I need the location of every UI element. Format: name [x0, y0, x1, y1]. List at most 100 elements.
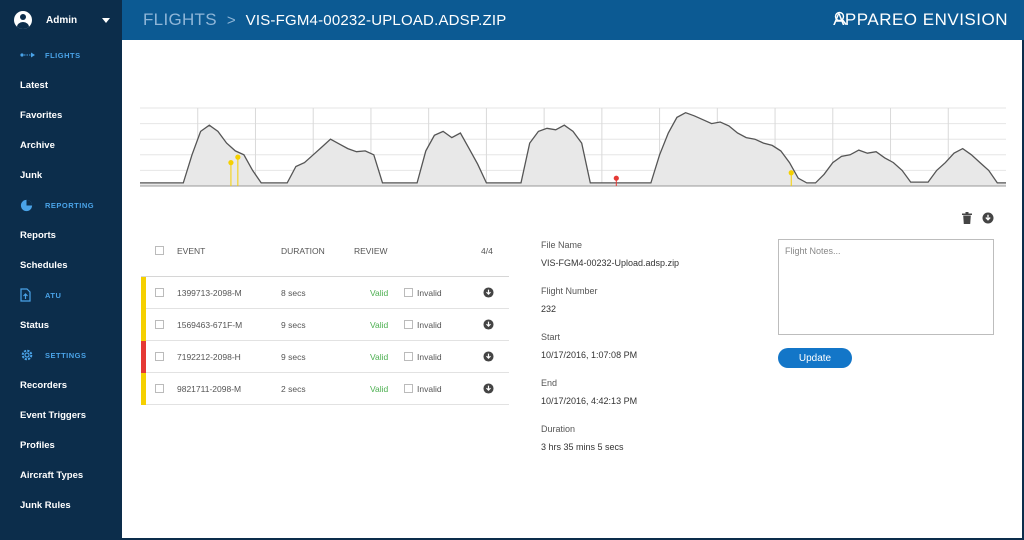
- section-reporting: REPORTING: [0, 190, 122, 220]
- flight-path-icon: [20, 51, 36, 59]
- trash-icon[interactable]: [962, 211, 972, 229]
- event-marker: [788, 170, 794, 176]
- window-border: [122, 538, 1024, 540]
- valid-label: Valid: [370, 288, 389, 298]
- invalid-checkbox[interactable]: [404, 352, 413, 361]
- table-row[interactable]: 9821711-2098-M 2 secs Valid Invalid: [141, 373, 509, 405]
- download-icon[interactable]: [483, 351, 494, 364]
- sidebar-item-latest[interactable]: Latest: [20, 79, 48, 91]
- sidebar-item-recorders[interactable]: Recorders: [20, 379, 67, 391]
- end-label: End: [541, 378, 558, 388]
- section-atu-label: ATU: [45, 290, 62, 300]
- row-checkbox[interactable]: [155, 320, 164, 329]
- event-duration: 9 secs: [281, 352, 306, 362]
- row-checkbox[interactable]: [155, 352, 164, 361]
- search-icon[interactable]: [834, 11, 848, 32]
- flight-number-value: 232: [541, 304, 557, 314]
- user-menu[interactable]: Admin: [0, 0, 122, 40]
- table-row[interactable]: 7192212-2098-H 9 secs Valid Invalid: [141, 341, 509, 373]
- event-count: 4/4: [481, 246, 493, 256]
- file-name-value: VIS-FGM4-00232-Upload.adsp.zip: [541, 258, 680, 268]
- table-row[interactable]: 1569463-671F-M 9 secs Valid Invalid: [141, 309, 509, 341]
- sidebar-item-status[interactable]: Status: [20, 319, 50, 331]
- flight-altitude-chart[interactable]: [140, 100, 1006, 192]
- duration-value: 3 hrs 35 mins 5 secs: [541, 442, 624, 452]
- events-table-header: EVENT DURATION REVIEW 4/4: [141, 235, 509, 277]
- invalid-label: Invalid: [417, 288, 442, 298]
- update-button[interactable]: Update: [778, 348, 852, 368]
- brand-logo: APPAREO ENVISION: [833, 10, 1008, 29]
- sidebar: Admin FLIGHTS Latest Favorites Archive J…: [0, 0, 122, 540]
- page-title: VIS-FGM4-00232-UPLOAD.ADSP.ZIP: [245, 11, 507, 29]
- breadcrumb-separator: >: [226, 11, 236, 29]
- sidebar-item-profiles[interactable]: Profiles: [20, 439, 55, 451]
- event-marker: [228, 160, 234, 166]
- download-icon[interactable]: [483, 287, 494, 300]
- upload-file-icon: [20, 288, 36, 302]
- invalid-label: Invalid: [417, 320, 442, 330]
- window-border: [1022, 40, 1024, 540]
- flight-details: File Name VIS-FGM4-00232-Upload.adsp.zip…: [541, 240, 679, 470]
- sidebar-item-archive[interactable]: Archive: [20, 139, 55, 151]
- section-flights-label: FLIGHTS: [45, 50, 81, 60]
- column-duration: DURATION: [281, 246, 325, 256]
- sidebar-item-schedules[interactable]: Schedules: [20, 259, 68, 271]
- section-reporting-label: REPORTING: [45, 200, 95, 210]
- invalid-checkbox[interactable]: [404, 384, 413, 393]
- user-name: Admin: [46, 14, 78, 26]
- section-settings: SETTINGS: [0, 340, 122, 370]
- row-checkbox[interactable]: [155, 288, 164, 297]
- start-label: Start: [541, 332, 561, 342]
- invalid-checkbox[interactable]: [404, 320, 413, 329]
- sidebar-item-reports[interactable]: Reports: [20, 229, 56, 241]
- start-value: 10/17/2016, 1:07:08 PM: [541, 350, 638, 360]
- section-settings-label: SETTINGS: [45, 350, 87, 360]
- severity-stripe: [141, 309, 146, 341]
- download-icon[interactable]: [483, 319, 494, 332]
- gear-icon: [20, 348, 36, 362]
- sidebar-item-junk-rules[interactable]: Junk Rules: [20, 499, 71, 511]
- end-value: 10/17/2016, 4:42:13 PM: [541, 396, 638, 406]
- altitude-area: [140, 112, 1006, 186]
- event-id[interactable]: 1569463-671F-M: [177, 320, 243, 330]
- duration-label: Duration: [541, 424, 576, 434]
- event-duration: 9 secs: [281, 320, 306, 330]
- flight-notes-input[interactable]: [778, 239, 994, 335]
- pie-chart-icon: [20, 199, 36, 212]
- altitude-line: [140, 111, 1006, 184]
- table-row[interactable]: 1399713-2098-M 8 secs Valid Invalid: [141, 277, 509, 309]
- row-checkbox[interactable]: [155, 384, 164, 393]
- severity-stripe: [141, 277, 146, 309]
- download-icon[interactable]: [982, 211, 994, 229]
- user-avatar-icon: [14, 11, 32, 29]
- sidebar-item-aircraft-types[interactable]: Aircraft Types: [20, 469, 84, 481]
- valid-label: Valid: [370, 384, 389, 394]
- event-id[interactable]: 7192212-2098-H: [177, 352, 241, 362]
- valid-label: Valid: [370, 352, 389, 362]
- invalid-label: Invalid: [417, 384, 442, 394]
- event-marker: [613, 175, 619, 181]
- download-icon[interactable]: [483, 383, 494, 396]
- file-name-label: File Name: [541, 240, 583, 250]
- section-flights: FLIGHTS: [0, 40, 122, 70]
- event-id[interactable]: 9821711-2098-M: [177, 384, 242, 394]
- sidebar-item-event-triggers[interactable]: Event Triggers: [20, 409, 86, 421]
- select-all-checkbox[interactable]: [155, 246, 164, 255]
- invalid-label: Invalid: [417, 352, 442, 362]
- sidebar-item-favorites[interactable]: Favorites: [20, 109, 63, 121]
- event-id[interactable]: 1399713-2098-M: [177, 288, 242, 298]
- section-atu: ATU: [0, 280, 122, 310]
- column-event: EVENT: [177, 246, 206, 256]
- severity-stripe: [141, 341, 146, 373]
- event-duration: 2 secs: [281, 384, 306, 394]
- caret-down-icon: [102, 17, 110, 23]
- column-review: REVIEW: [354, 246, 388, 256]
- valid-label: Valid: [370, 320, 389, 330]
- sidebar-item-junk[interactable]: Junk: [20, 169, 43, 181]
- event-marker: [235, 154, 241, 160]
- invalid-checkbox[interactable]: [404, 288, 413, 297]
- flight-number-label: Flight Number: [541, 286, 598, 296]
- breadcrumb-flights[interactable]: FLIGHTS: [143, 10, 217, 29]
- top-header: FLIGHTS > VIS-FGM4-00232-UPLOAD.ADSP.ZIP…: [122, 0, 1024, 40]
- events-table: EVENT DURATION REVIEW 4/4 1399713-2098-M…: [141, 235, 509, 405]
